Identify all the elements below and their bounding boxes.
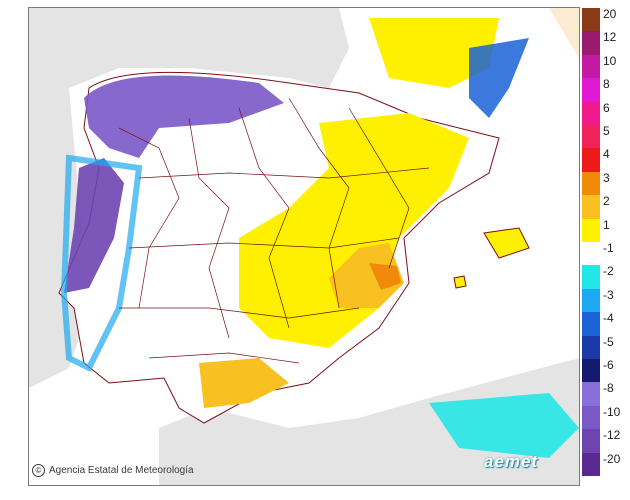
western-atlantic-area	[29, 88, 89, 388]
legend-label: 12	[603, 30, 617, 45]
warm-anomaly-valencia	[329, 243, 404, 308]
legend-swatch	[582, 242, 600, 266]
legend-swatch	[582, 31, 600, 55]
anomaly-map	[28, 7, 580, 486]
aemet-logo: aemet	[484, 452, 539, 471]
legend-label: -4	[603, 311, 614, 326]
credit-text: Agencia Estatal de Meteorología	[49, 465, 194, 476]
legend-swatch	[582, 405, 600, 430]
legend-swatch	[582, 125, 600, 149]
warm-anomaly-east	[239, 113, 469, 348]
legend-swatch	[582, 148, 600, 172]
legend-label: 2	[603, 194, 610, 209]
legend-label: -3	[603, 287, 614, 302]
legend-swatch	[582, 312, 600, 336]
legend-label: 6	[603, 100, 610, 115]
cold-anomaly-west-coast	[64, 158, 124, 293]
legend-label: 8	[603, 77, 610, 92]
legend-label: 1	[603, 217, 610, 232]
legend-label: 4	[603, 147, 610, 162]
anomaly-fill	[60, 18, 579, 458]
legend-swatch	[582, 452, 600, 476]
legend-swatch	[582, 265, 600, 289]
warm-anomaly-hotspot	[369, 263, 401, 290]
map-canvas	[29, 8, 579, 485]
top-right-beige-area	[549, 8, 579, 58]
legend-label: 20	[603, 7, 617, 21]
cold-anomaly-northwest	[84, 75, 284, 158]
legend-swatch	[582, 101, 600, 125]
province-borders	[118, 97, 430, 364]
legend-swatch	[582, 382, 600, 406]
legend-swatch	[582, 195, 600, 219]
legend-swatch	[582, 78, 600, 102]
warm-anomaly-andalusia	[199, 358, 289, 408]
legend-label: -5	[603, 334, 614, 349]
north-africa-area	[159, 358, 579, 485]
legend-label: -10	[603, 404, 621, 419]
legend-swatch	[582, 359, 600, 383]
legend-label: -8	[603, 381, 614, 396]
balearic-islands	[453, 227, 530, 289]
legend-swatch	[582, 429, 600, 453]
legend-label: -12	[603, 428, 621, 443]
legend-label: 3	[603, 170, 610, 185]
legend-swatch	[582, 218, 600, 242]
legend-label: -20	[603, 451, 621, 466]
warm-anomaly-north	[369, 18, 499, 88]
legend-swatch	[582, 288, 600, 313]
legend-swatch	[582, 335, 600, 359]
legend-label: 5	[603, 124, 610, 138]
cold-anomaly-outline	[60, 154, 143, 373]
color-legend: 20 12 10 8 6 5 4 3 2 1 -1 -2 -3 -4 -5 -6 -8 -10 -12 -20	[582, 8, 630, 478]
legend-swatch	[582, 8, 600, 32]
cold-anomaly-africa	[429, 393, 579, 458]
credit-line: © Agencia Estatal de Meteorología	[32, 464, 194, 477]
legend-label: -2	[603, 264, 614, 279]
legend-label: -1	[603, 241, 614, 255]
legend-swatch	[582, 171, 600, 196]
legend-label: 10	[603, 53, 617, 68]
cold-anomaly-catalonia	[469, 38, 529, 118]
legend-label: -6	[603, 358, 614, 372]
legend-swatch	[582, 54, 600, 79]
copyright-icon: ©	[32, 464, 45, 477]
sea-bay-of-biscay-area	[29, 8, 349, 98]
